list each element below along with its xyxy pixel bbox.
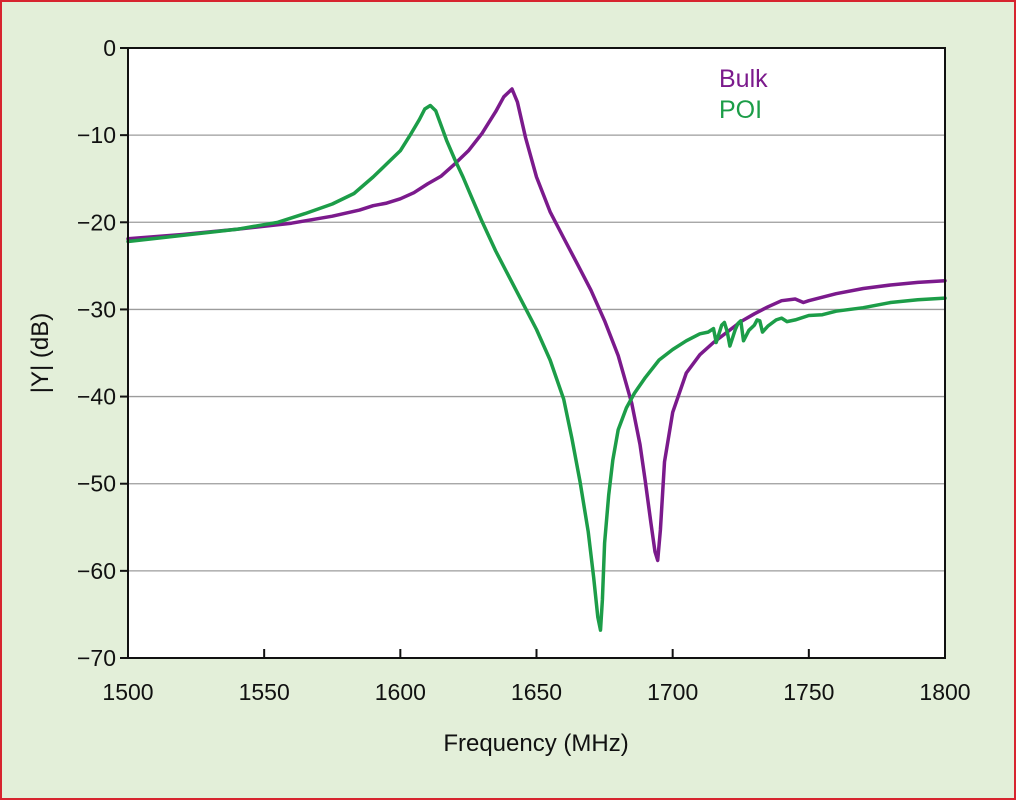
legend-entry-poi: POI xyxy=(719,96,762,124)
x-axis-title: Frequency (MHz) xyxy=(443,730,628,757)
series-line-bulk xyxy=(126,87,947,563)
x-tick-label: 1700 xyxy=(647,679,698,705)
gridlines xyxy=(128,134,945,572)
x-tick-label: 1550 xyxy=(239,679,290,705)
y-tick-label: −30 xyxy=(77,296,116,322)
legend-entry-bulk: Bulk xyxy=(719,65,768,93)
x-tick-label: 1600 xyxy=(375,679,426,705)
plot-area xyxy=(128,48,945,658)
legend: Bulk POI xyxy=(719,65,768,124)
x-axis: 1500 1550 1600 1650 1700 1750 1800 xyxy=(102,649,971,705)
series-lines xyxy=(126,87,947,632)
y-axis: 0 −10 −20 −30 −40 −50 −60 −70 xyxy=(77,35,128,671)
y-tick-label: −60 xyxy=(77,558,116,584)
x-tick-label: 1750 xyxy=(783,679,834,705)
y-tick-label: −40 xyxy=(77,384,116,410)
y-axis-title: |Y| (dB) xyxy=(27,313,54,393)
x-tick-label: 1800 xyxy=(919,679,970,705)
x-tick-label: 1500 xyxy=(102,679,153,705)
y-tick-label: −20 xyxy=(77,209,116,235)
series-line-poi xyxy=(126,103,947,632)
y-tick-label: −50 xyxy=(77,471,116,497)
y-tick-label: 0 xyxy=(103,35,116,61)
y-tick-label: −10 xyxy=(77,122,116,148)
y-tick-label: −70 xyxy=(77,645,116,671)
x-tick-label: 1650 xyxy=(511,679,562,705)
